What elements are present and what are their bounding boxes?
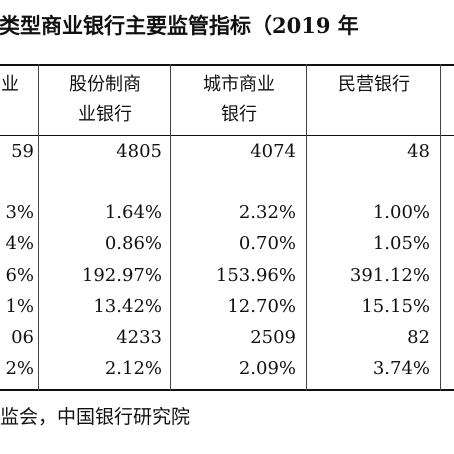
table-cell: 0.86% xyxy=(104,233,162,254)
col-divider-1 xyxy=(38,64,39,391)
table-cell: 0.70% xyxy=(238,233,296,254)
table-cell: 48 xyxy=(407,141,430,162)
table-cell: 153.96% xyxy=(215,265,296,286)
header-col-0-line-1: 业 xyxy=(1,74,19,95)
header-col-3: 民营银行 xyxy=(308,70,440,100)
table-cell: 12.70% xyxy=(227,296,296,317)
table-cell: 59 xyxy=(11,141,34,162)
table-cell: 1.64% xyxy=(104,202,162,223)
header-col-2-line-1: 城市商业 xyxy=(203,74,275,95)
table-cell: 13.42% xyxy=(93,296,162,317)
col-divider-3 xyxy=(306,64,307,391)
bottom-rule xyxy=(0,389,454,391)
table-title-text: 各类型商业银行主要监管指标（2019 年 xyxy=(0,13,359,38)
header-col-2-line-2: 银行 xyxy=(221,104,257,125)
table-title: 各类型商业银行主要监管指标（2019 年 xyxy=(0,6,454,46)
table-cell: 4233 xyxy=(116,327,162,348)
table-cell: 2.12% xyxy=(104,358,162,379)
header-col-1-line-1: 股份制商 xyxy=(69,74,141,95)
table-cell: 192.97% xyxy=(81,265,162,286)
header-col-3-line-1: 民营银行 xyxy=(338,74,410,95)
table-cell: 2.09% xyxy=(238,358,296,379)
table-cell: 6% xyxy=(5,265,34,286)
table-cell: 15.15% xyxy=(361,296,430,317)
table-cell: 1.00% xyxy=(372,202,430,223)
table-cell: 4805 xyxy=(116,141,162,162)
header-col-2: 城市商业 银行 xyxy=(172,70,306,130)
table-cell: 3.74% xyxy=(372,358,430,379)
col-divider-2 xyxy=(170,64,171,391)
table-cell: 4074 xyxy=(250,141,296,162)
header-col-1: 股份制商 业银行 xyxy=(40,70,170,130)
table-cell: 4% xyxy=(5,233,34,254)
table-cell: 82 xyxy=(407,327,430,348)
table-cell: 391.12% xyxy=(349,265,430,286)
table-cell: 3% xyxy=(5,202,34,223)
table-cell: 2% xyxy=(5,358,34,379)
header-col-0: 业 xyxy=(0,70,30,100)
table-cell: 06 xyxy=(11,327,34,348)
table-cell: 2509 xyxy=(250,327,296,348)
source-note: 监会，中国银行研究院 xyxy=(0,406,191,428)
top-rule xyxy=(0,64,454,66)
header-col-1-line-2: 业银行 xyxy=(78,104,132,125)
col-divider-4 xyxy=(440,64,441,391)
table-cell: 1.05% xyxy=(372,233,430,254)
table-cell: 1% xyxy=(5,296,34,317)
table-cell: 2.32% xyxy=(238,202,296,223)
header-rule xyxy=(0,135,454,136)
